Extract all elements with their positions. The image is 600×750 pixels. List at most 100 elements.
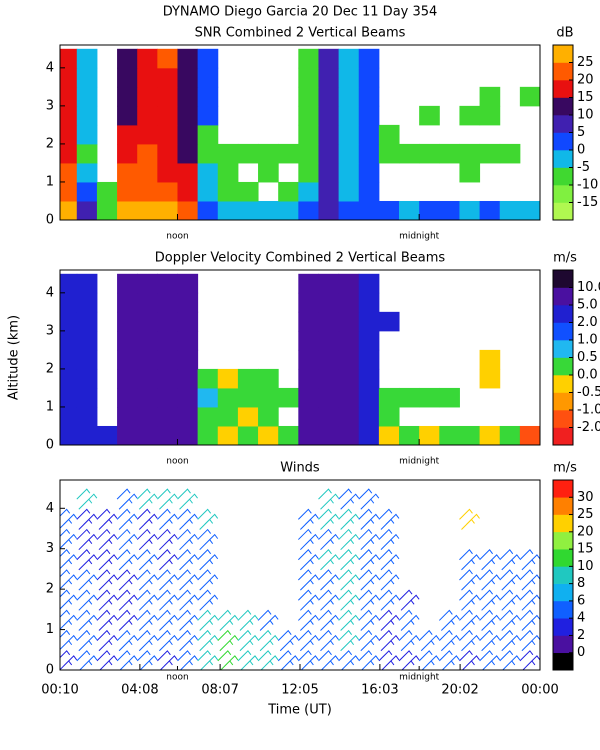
wind-barb bbox=[136, 528, 158, 551]
wind-barb bbox=[116, 528, 138, 551]
cell bbox=[358, 425, 380, 445]
wind-barb bbox=[338, 650, 360, 670]
y-tick-label: 3 bbox=[46, 98, 54, 113]
wind-barb bbox=[298, 650, 319, 670]
cell bbox=[399, 425, 420, 445]
x-axis-label: Time (UT) bbox=[267, 703, 332, 718]
colorbar-tick-label: 10 bbox=[577, 559, 594, 574]
wind-barb bbox=[358, 488, 380, 510]
wind-barb bbox=[136, 569, 158, 591]
wind-barb bbox=[76, 488, 98, 510]
x-tick-label: midnight bbox=[399, 457, 440, 467]
wind-barb bbox=[76, 589, 98, 611]
cell bbox=[137, 67, 158, 88]
cell bbox=[298, 181, 319, 202]
wind-barb bbox=[197, 589, 219, 611]
cell bbox=[197, 124, 219, 145]
plot-frame bbox=[59, 269, 541, 446]
cell bbox=[177, 48, 199, 69]
cell bbox=[278, 181, 299, 202]
cell bbox=[338, 124, 360, 145]
cell bbox=[60, 67, 78, 88]
wind-barb bbox=[418, 629, 440, 652]
y-tick-label: 0 bbox=[46, 438, 54, 453]
wind-barb bbox=[96, 569, 118, 591]
colorbar-swatch bbox=[553, 270, 573, 288]
wind-barb bbox=[298, 549, 319, 571]
wind-barb bbox=[96, 589, 118, 611]
wind-barb bbox=[338, 609, 360, 631]
colorbar-tick-label: 0.5 bbox=[577, 350, 598, 365]
x-tick-label: noon bbox=[166, 457, 188, 467]
cell bbox=[237, 143, 259, 164]
cell bbox=[76, 162, 98, 183]
wind-barb bbox=[157, 609, 178, 631]
cell bbox=[318, 368, 340, 389]
wind-barb bbox=[116, 488, 138, 510]
wind-barb bbox=[237, 650, 259, 670]
colorbar-swatch bbox=[553, 583, 573, 602]
wind-barb bbox=[499, 589, 521, 611]
y-tick-label: 4 bbox=[46, 60, 54, 75]
wind-barb bbox=[96, 609, 118, 631]
colorbar-swatch bbox=[553, 150, 573, 168]
colorbar-tick-label: 0 bbox=[577, 143, 585, 158]
colorbar-swatch bbox=[553, 62, 573, 81]
cell bbox=[479, 105, 501, 126]
wind-barb bbox=[318, 589, 339, 611]
wind-barb bbox=[177, 508, 198, 530]
cell bbox=[338, 349, 360, 370]
cell bbox=[217, 162, 239, 183]
wind-barb bbox=[96, 549, 118, 571]
cell bbox=[117, 311, 138, 332]
wind-barb bbox=[358, 528, 380, 551]
x-tick-label: 08:07 bbox=[201, 683, 238, 698]
colorbar-tick-label: -5 bbox=[577, 160, 590, 175]
colorbar-units: m/s bbox=[553, 251, 577, 266]
y-tick-label: 0 bbox=[46, 663, 54, 678]
cell bbox=[499, 425, 521, 445]
cell bbox=[197, 368, 219, 389]
cell bbox=[439, 143, 460, 164]
wind-barb bbox=[136, 589, 158, 611]
wind-barb bbox=[136, 488, 158, 510]
colorbar-swatch bbox=[553, 305, 573, 323]
cell bbox=[338, 273, 360, 294]
cell bbox=[117, 48, 138, 69]
cell bbox=[117, 67, 138, 88]
wind-barb bbox=[358, 589, 380, 611]
cell bbox=[298, 406, 319, 427]
colorbar-tick-label: 25 bbox=[577, 507, 594, 522]
colorbar-tick-label: 10.0 bbox=[577, 280, 600, 295]
cell bbox=[258, 368, 279, 389]
cell bbox=[237, 387, 259, 408]
cell bbox=[217, 368, 239, 389]
colorbar-swatch bbox=[553, 185, 573, 203]
cell bbox=[318, 406, 340, 427]
cell bbox=[177, 387, 199, 408]
cell bbox=[278, 387, 299, 408]
cell bbox=[177, 349, 199, 370]
cell bbox=[479, 86, 501, 107]
cell bbox=[519, 200, 540, 220]
wind-barb bbox=[378, 549, 400, 571]
wind-barb bbox=[338, 629, 360, 652]
cell bbox=[338, 425, 360, 445]
cell bbox=[60, 311, 78, 332]
wind-barb bbox=[378, 629, 400, 652]
colorbar-tick-label: 5 bbox=[577, 125, 585, 140]
wind-barb bbox=[318, 609, 339, 631]
cell bbox=[338, 105, 360, 126]
cell bbox=[76, 368, 98, 389]
cell bbox=[76, 200, 98, 220]
wind-barb bbox=[157, 569, 178, 591]
cell bbox=[318, 48, 340, 69]
cell bbox=[318, 349, 340, 370]
cell bbox=[298, 67, 319, 88]
cell bbox=[76, 349, 98, 370]
cell bbox=[117, 162, 138, 183]
cell bbox=[338, 292, 360, 313]
colorbar-tick-label: 2.0 bbox=[577, 315, 598, 330]
cell bbox=[117, 387, 138, 408]
